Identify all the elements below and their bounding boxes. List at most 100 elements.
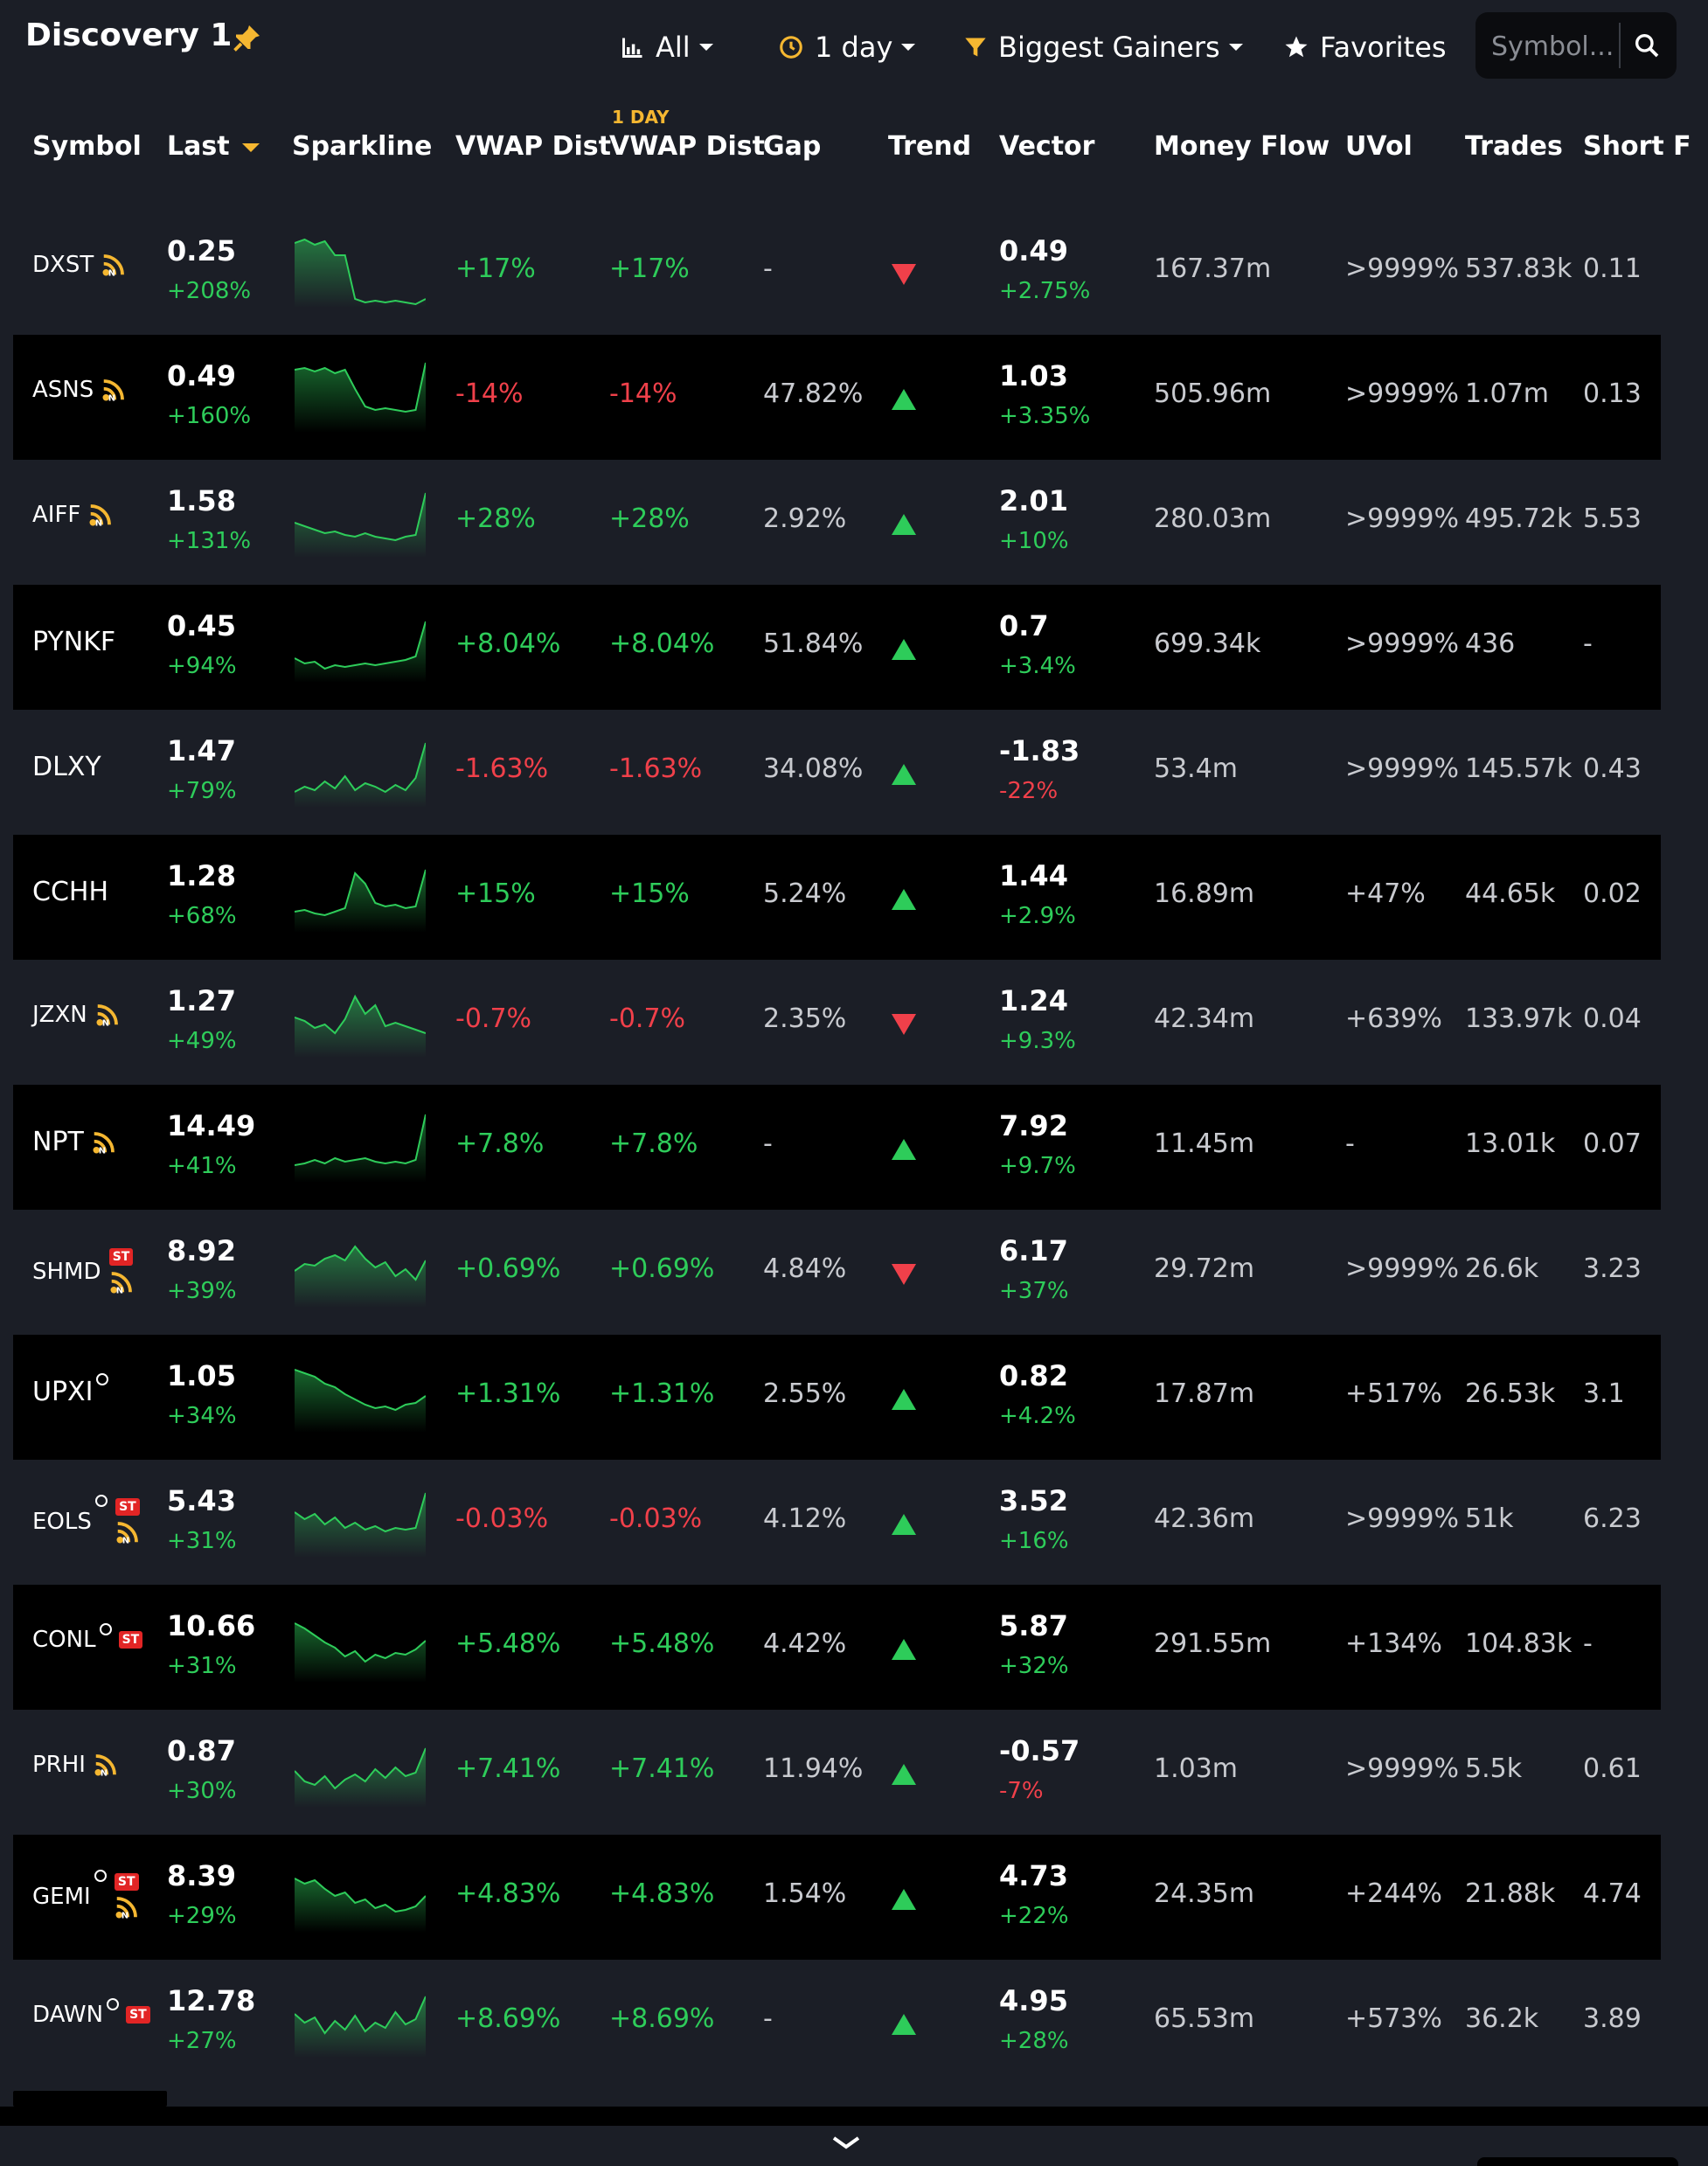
symbol-label[interactable]: NPT bbox=[32, 1127, 84, 1157]
gap-value: 51.84% bbox=[763, 628, 864, 659]
symbol-cell[interactable]: UPXI bbox=[32, 1373, 109, 1407]
symbol-label[interactable]: GEMI bbox=[32, 1884, 91, 1910]
asset-filter-dropdown[interactable]: All bbox=[621, 26, 713, 68]
svg-text:N: N bbox=[95, 519, 102, 529]
table-row[interactable]: CONL ST 10.66 +31% +5.48% +5.48% 4.42% 5… bbox=[13, 1585, 1661, 1710]
sparkline-chart bbox=[295, 994, 426, 1058]
table-row[interactable]: CCHH 1.28 +68% +15% +15% 5.24% 1.44 +2.9… bbox=[13, 835, 1661, 960]
last-change: +49% bbox=[167, 1028, 237, 1054]
table-row[interactable]: EOLS ST N 5.43 +31% -0.03% -0.03% 4.12% 3… bbox=[13, 1460, 1661, 1585]
table-row[interactable]: AIFF N 1.58 +131% +28% +28% 2.92% 2.01 +… bbox=[13, 460, 1661, 585]
news-feed-icon[interactable]: N bbox=[93, 1752, 119, 1778]
stocktwits-icon[interactable]: ST bbox=[108, 1248, 134, 1266]
symbol-label[interactable]: ASNS bbox=[32, 377, 94, 403]
table-row[interactable]: DXST N 0.25 +208% +17% +17% - 0.49 +2.75… bbox=[13, 210, 1661, 335]
news-feed-icon[interactable]: N bbox=[91, 1129, 117, 1156]
table-row[interactable]: PYNKF 0.45 +94% +8.04% +8.04% 51.84% 0.7… bbox=[13, 585, 1661, 710]
col-vwap-dist-1d[interactable]: VWAP Dist bbox=[609, 131, 765, 162]
news-feed-icon[interactable]: N bbox=[87, 502, 114, 528]
stocktwits-icon[interactable]: ST bbox=[115, 1498, 140, 1516]
symbol-label[interactable]: CONL bbox=[32, 1627, 96, 1653]
table-row[interactable]: JZXN N 1.27 +49% -0.7% -0.7% 2.35% 1.24 … bbox=[13, 960, 1661, 1085]
vwap-dist: -0.03% bbox=[455, 1503, 549, 1534]
symbol-cell[interactable]: PRHI N bbox=[32, 1752, 119, 1778]
symbol-cell[interactable]: EOLS ST N bbox=[32, 1495, 141, 1545]
col-vwap-dist[interactable]: VWAP Dist bbox=[455, 131, 611, 162]
screen-filter-dropdown[interactable]: Biggest Gainers bbox=[963, 26, 1243, 68]
table-row[interactable]: NPT N 14.49 +41% +7.8% +7.8% - 7.92 +9.7… bbox=[13, 1085, 1661, 1210]
symbol-cell[interactable]: JZXN N bbox=[32, 1002, 121, 1028]
table-row[interactable]: DAWN ST 12.78 +27% +8.69% +8.69% - 4.95 … bbox=[13, 1960, 1661, 2085]
sparkline-line bbox=[295, 621, 426, 670]
last-price: 8.92 bbox=[167, 1234, 236, 1267]
table-row[interactable]: SHMD ST N 8.92 +39% +0.69% +0.69% 4.84% 6… bbox=[13, 1210, 1661, 1335]
gap-value: - bbox=[763, 253, 773, 284]
col-trend[interactable]: Trend bbox=[888, 131, 972, 162]
symbol-label[interactable]: PYNKF bbox=[32, 627, 116, 657]
news-feed-icon[interactable]: N bbox=[108, 1269, 135, 1295]
vwap-dist-1d: +8.04% bbox=[609, 628, 715, 659]
col-trades[interactable]: Trades bbox=[1465, 131, 1563, 162]
sparkline-chart bbox=[295, 1878, 426, 1933]
col-symbol[interactable]: Symbol bbox=[32, 131, 142, 162]
trades-value: 44.65k bbox=[1465, 878, 1556, 909]
table-row[interactable]: GEMI ST N 8.39 +29% +4.83% +4.83% 1.54% 4… bbox=[13, 1835, 1661, 1960]
symbol-cell[interactable]: DAWN ST bbox=[32, 1998, 150, 2028]
col-short[interactable]: Short F bbox=[1583, 131, 1691, 162]
stocktwits-icon[interactable]: ST bbox=[126, 2006, 150, 2024]
favorites-button[interactable]: Favorites bbox=[1283, 26, 1447, 68]
news-feed-icon[interactable]: N bbox=[115, 1519, 141, 1545]
symbol-badges: ST N bbox=[115, 1498, 141, 1545]
table-row[interactable]: ASNS N 0.49 +160% -14% -14% 47.82% 1.03 … bbox=[13, 335, 1661, 460]
news-feed-icon[interactable]: N bbox=[114, 1894, 140, 1920]
symbol-cell[interactable]: SHMD ST N bbox=[32, 1248, 135, 1295]
symbol-label[interactable]: DAWN bbox=[32, 2002, 104, 2028]
symbol-label[interactable]: CCHH bbox=[32, 877, 109, 907]
search-icon[interactable] bbox=[1633, 31, 1661, 59]
col-money-flow[interactable]: Money Flow bbox=[1154, 131, 1330, 162]
symbol-label[interactable]: UPXI bbox=[32, 1377, 94, 1407]
vwap-dist: +7.41% bbox=[455, 1753, 561, 1784]
symbol-cell[interactable]: ASNS N bbox=[32, 377, 127, 403]
table-row[interactable]: PRHI N 0.87 +30% +7.41% +7.41% 11.94% -0… bbox=[13, 1710, 1661, 1835]
table-row[interactable]: UPXI 1.05 +34% +1.31% +1.31% 2.55% 0.82 … bbox=[13, 1335, 1661, 1460]
gap-value: - bbox=[763, 1128, 773, 1159]
symbol-label[interactable]: SHMD bbox=[32, 1259, 101, 1285]
symbol-cell[interactable]: CCHH bbox=[32, 877, 108, 907]
stocktwits-icon[interactable]: ST bbox=[118, 1631, 143, 1649]
trades-value: 436 bbox=[1465, 628, 1516, 659]
symbol-label[interactable]: AIFF bbox=[32, 502, 81, 528]
vector-change: -22% bbox=[999, 778, 1059, 804]
col-last[interactable]: Last bbox=[167, 131, 260, 162]
col-sparkline[interactable]: Sparkline bbox=[292, 131, 433, 162]
col-uvol[interactable]: UVol bbox=[1345, 131, 1413, 162]
news-feed-icon[interactable]: N bbox=[94, 1002, 121, 1028]
asset-filter-label: All bbox=[656, 31, 691, 64]
col-gap[interactable]: Gap bbox=[763, 131, 822, 162]
chevron-down-icon[interactable] bbox=[829, 2133, 864, 2154]
last-change: +29% bbox=[167, 1903, 237, 1929]
symbol-label[interactable]: DXST bbox=[32, 252, 94, 278]
search-input[interactable] bbox=[1489, 26, 1624, 66]
table-row[interactable]: DLXY 1.47 +79% -1.63% -1.63% 34.08% -1.8… bbox=[13, 710, 1661, 835]
scrollbar-thumb[interactable] bbox=[13, 2091, 167, 2107]
col-vector[interactable]: Vector bbox=[999, 131, 1095, 162]
symbol-cell[interactable]: DXST N bbox=[32, 252, 127, 278]
symbol-cell[interactable]: AIFF N bbox=[32, 502, 114, 528]
symbol-label[interactable]: PRHI bbox=[32, 1752, 86, 1778]
symbol-label[interactable]: EOLS bbox=[32, 1509, 92, 1535]
timeframe-dropdown[interactable]: 1 day bbox=[778, 26, 916, 68]
symbol-cell[interactable]: PYNKF bbox=[32, 627, 115, 657]
pin-icon[interactable] bbox=[231, 23, 262, 54]
symbol-label[interactable]: JZXN bbox=[32, 1002, 87, 1028]
stocktwits-icon[interactable]: ST bbox=[114, 1873, 139, 1891]
news-feed-icon[interactable]: N bbox=[101, 252, 127, 278]
symbol-label[interactable]: DLXY bbox=[32, 752, 101, 782]
symbol-cell[interactable]: CONL ST bbox=[32, 1623, 143, 1653]
symbol-cell[interactable]: DLXY bbox=[32, 752, 101, 782]
horizontal-scrollbar[interactable] bbox=[13, 2091, 1661, 2107]
gap-value: 2.35% bbox=[763, 1003, 847, 1034]
news-feed-icon[interactable]: N bbox=[101, 377, 127, 403]
symbol-cell[interactable]: NPT N bbox=[32, 1127, 117, 1157]
symbol-cell[interactable]: GEMI ST N bbox=[32, 1870, 140, 1920]
